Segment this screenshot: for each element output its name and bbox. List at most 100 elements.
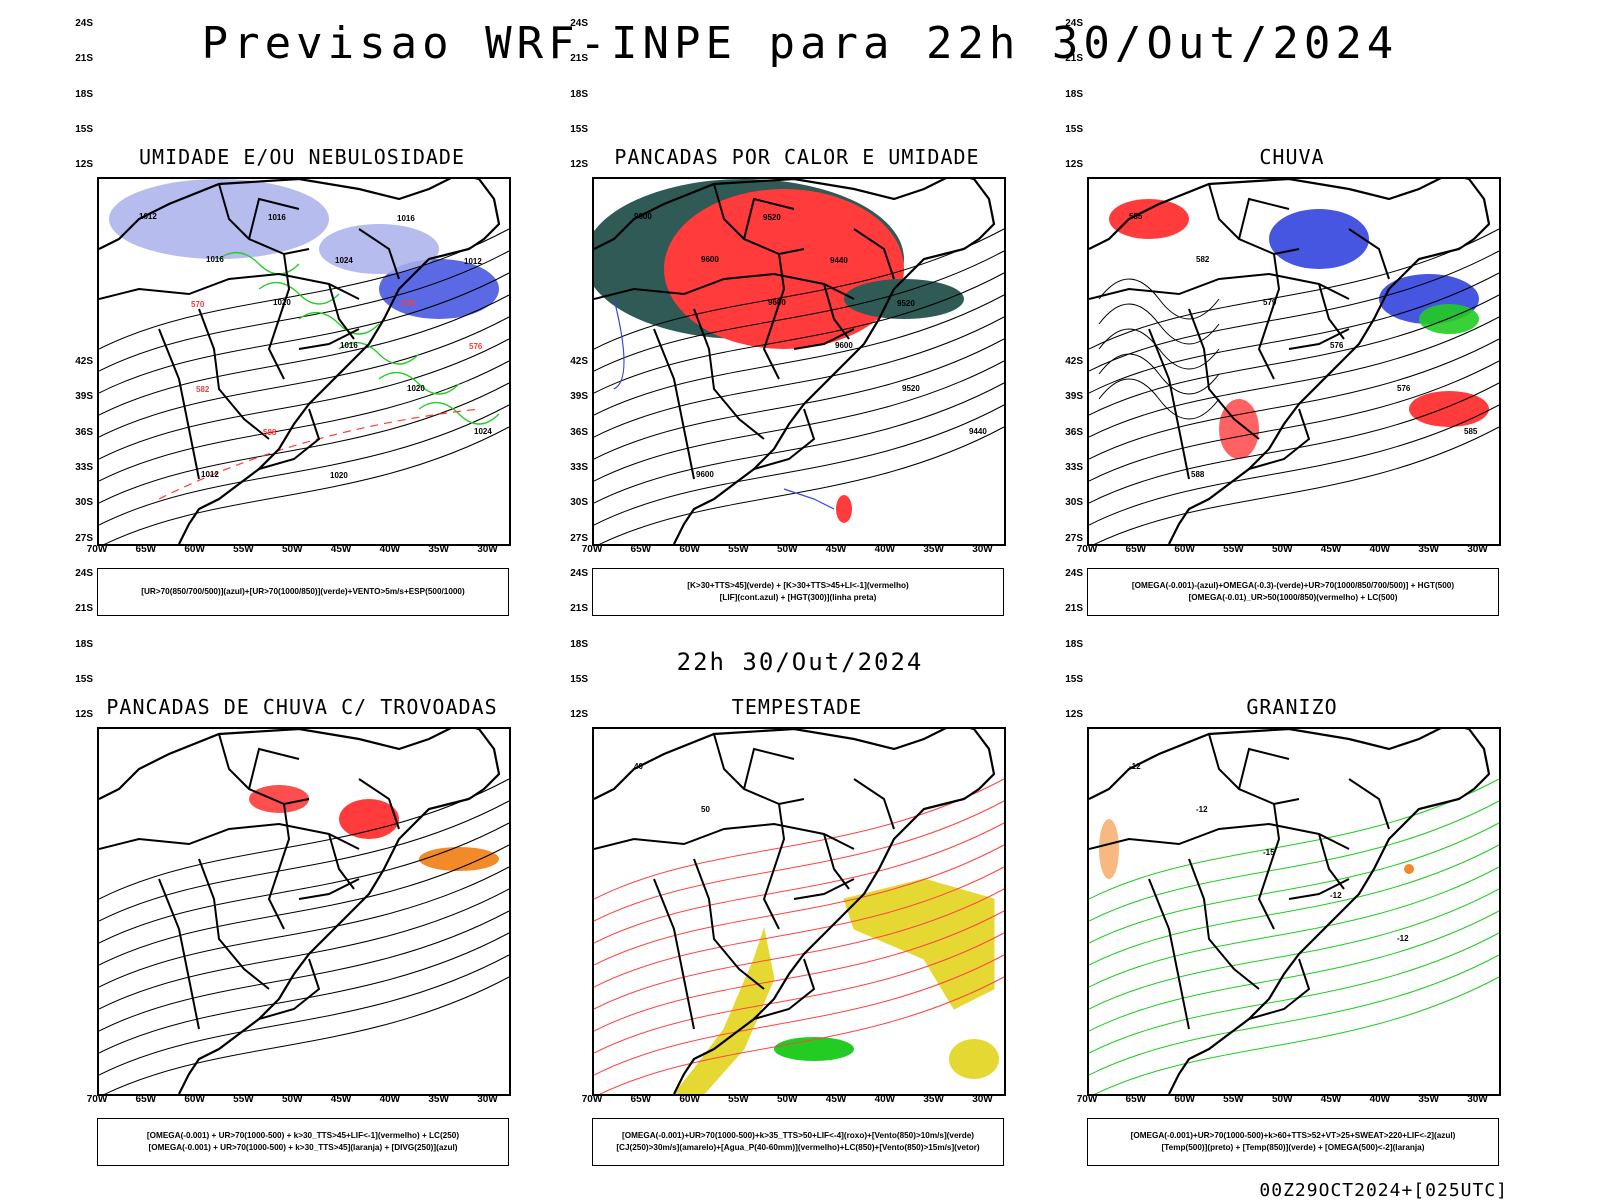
longitude-label: 30W (477, 1094, 498, 1105)
contour-line (594, 954, 1004, 1076)
contour-line (594, 822, 1004, 944)
longitude-label: 35W (1418, 544, 1439, 555)
height-contour (1098, 353, 1220, 395)
longitude-label: 65W (135, 544, 157, 555)
map-canvas: 1012 1016 1020 1016 1020 1024 1012 1016 1024 570 5… (99, 179, 509, 544)
panel-legend: [K>30+TTS>45](verde) + [K>30+TTS>45+LI<-… (592, 568, 1004, 616)
longitude-label: 35W (1418, 1094, 1439, 1105)
contour-label: 588 (1191, 470, 1205, 479)
country-border (743, 197, 795, 240)
panel-legend: [OMEGA(-0.001)+UR>70(1000-500)+k>60+TTS>… (1087, 1118, 1499, 1166)
contour-line (1089, 844, 1499, 966)
country-border (1188, 308, 1260, 440)
country-border (1089, 822, 1350, 850)
longitude-label: 45W (825, 544, 847, 555)
latitude-label: 12S (75, 159, 93, 171)
longitude-label: 30W (1467, 1094, 1488, 1105)
rain-red-area (1409, 391, 1489, 427)
country-border (1089, 272, 1350, 300)
panel-title: PANCADAS POR CALOR E UMIDADE (614, 145, 980, 169)
longitude-label: 40W (874, 1094, 896, 1105)
legend-line: [OMEGA(-0.001) + UR>70(1000-500) + k>30_… (148, 1143, 458, 1152)
longitude-label: 50W (776, 544, 798, 555)
weather-map-panel: 9600 9600 9600 9600 9520 9440 9600 9520 9440 9520 (592, 177, 1006, 546)
contour-label: 576 (1330, 341, 1344, 350)
contour-label: 570 (191, 300, 205, 309)
latitude-label: 33S (570, 461, 588, 473)
contour-line (99, 228, 509, 350)
contour-line (99, 954, 509, 1076)
instability-red-area (664, 189, 904, 349)
weather-map-panel: 1012 1016 1020 1016 1020 1024 1012 1016 1024 570 5… (97, 177, 511, 546)
contour-line (99, 272, 509, 394)
contour-label: -15 (1263, 848, 1275, 857)
contour-label: 1020 (330, 471, 348, 480)
longitude-label: 60W (1174, 1094, 1195, 1105)
contour-label: 570 (402, 299, 416, 308)
panel-title: GRANIZO (1246, 695, 1338, 719)
contour-label: 576 (1397, 384, 1411, 393)
contour-line (104, 426, 509, 544)
instability-red-area (836, 495, 852, 523)
contour-label: 1020 (407, 384, 425, 393)
country-border (693, 308, 765, 440)
contour-label: 9600 (835, 341, 853, 350)
country-border (1318, 833, 1345, 890)
contour-line (594, 382, 1004, 504)
contour-line (99, 888, 509, 1010)
latitude-label: 24S (570, 567, 588, 579)
contour-line (594, 888, 1004, 1010)
contour-line (99, 338, 509, 460)
humidity-lower-contour (338, 342, 420, 365)
country-border (853, 778, 895, 830)
contour-label: 1016 (268, 213, 286, 222)
panel-legend: [OMEGA(-0.001)+UR>70(1000-500)+k>35_TTS>… (592, 1118, 1004, 1166)
latitude-label: 18S (1065, 88, 1083, 100)
rain-green-area (1419, 304, 1479, 334)
contour-line (599, 976, 1004, 1094)
country-border (1257, 253, 1281, 380)
contour-label: 1012 (201, 470, 219, 479)
country-border (653, 878, 695, 1030)
contour-line (99, 778, 509, 900)
coastline (594, 729, 996, 1094)
longitude-label: 50W (281, 544, 303, 555)
latitude-label: 21S (570, 53, 588, 65)
country-border (1148, 878, 1190, 1030)
longitude-label: 30W (477, 544, 498, 555)
contour-line (1089, 866, 1499, 988)
coastline (99, 179, 501, 544)
legend-line: [OMEGA(-0.001)-(azul)+OMEGA(-0.3)-(verde… (1131, 581, 1455, 590)
contour-label: 9600 (696, 470, 714, 479)
latitude-label: 15S (75, 673, 93, 685)
wind-850-area (774, 1037, 854, 1061)
contour-line (1089, 404, 1499, 526)
longitude-label: 55W (233, 1094, 254, 1105)
latitude-label: 27S (570, 532, 588, 544)
main-title: Previsao WRF-INPE para 22h 30/Out/2024 (201, 18, 1399, 69)
latitude-label: 30S (1065, 497, 1083, 509)
latitude-label: 18S (75, 638, 93, 650)
contour-label: -12 (1397, 934, 1409, 943)
thunder-red-area (339, 799, 399, 839)
country-border (1248, 408, 1311, 470)
contour-label: 1016 (340, 341, 358, 350)
contour-line (99, 382, 509, 504)
humidity-upper-area (319, 224, 439, 274)
lifted-index-contour (783, 488, 835, 510)
height-contour (1098, 378, 1220, 420)
contour-line (99, 360, 509, 482)
longitude-label: 40W (1369, 1094, 1391, 1105)
latitude-label: 12S (1065, 709, 1083, 721)
longitude-label: 40W (874, 544, 896, 555)
country-border (713, 733, 805, 806)
longitude-label: 50W (776, 1094, 798, 1105)
legend-line: [OMEGA(-0.001)+UR>70(1000-500)+k>35_TTS>… (622, 1131, 974, 1140)
country-border (762, 803, 786, 930)
country-border (743, 747, 795, 790)
latitude-label: 21S (75, 603, 93, 615)
contour-line (99, 800, 509, 922)
map-canvas (99, 729, 509, 1094)
coastline (1089, 729, 1491, 1094)
longitude-label: 65W (630, 1094, 652, 1105)
